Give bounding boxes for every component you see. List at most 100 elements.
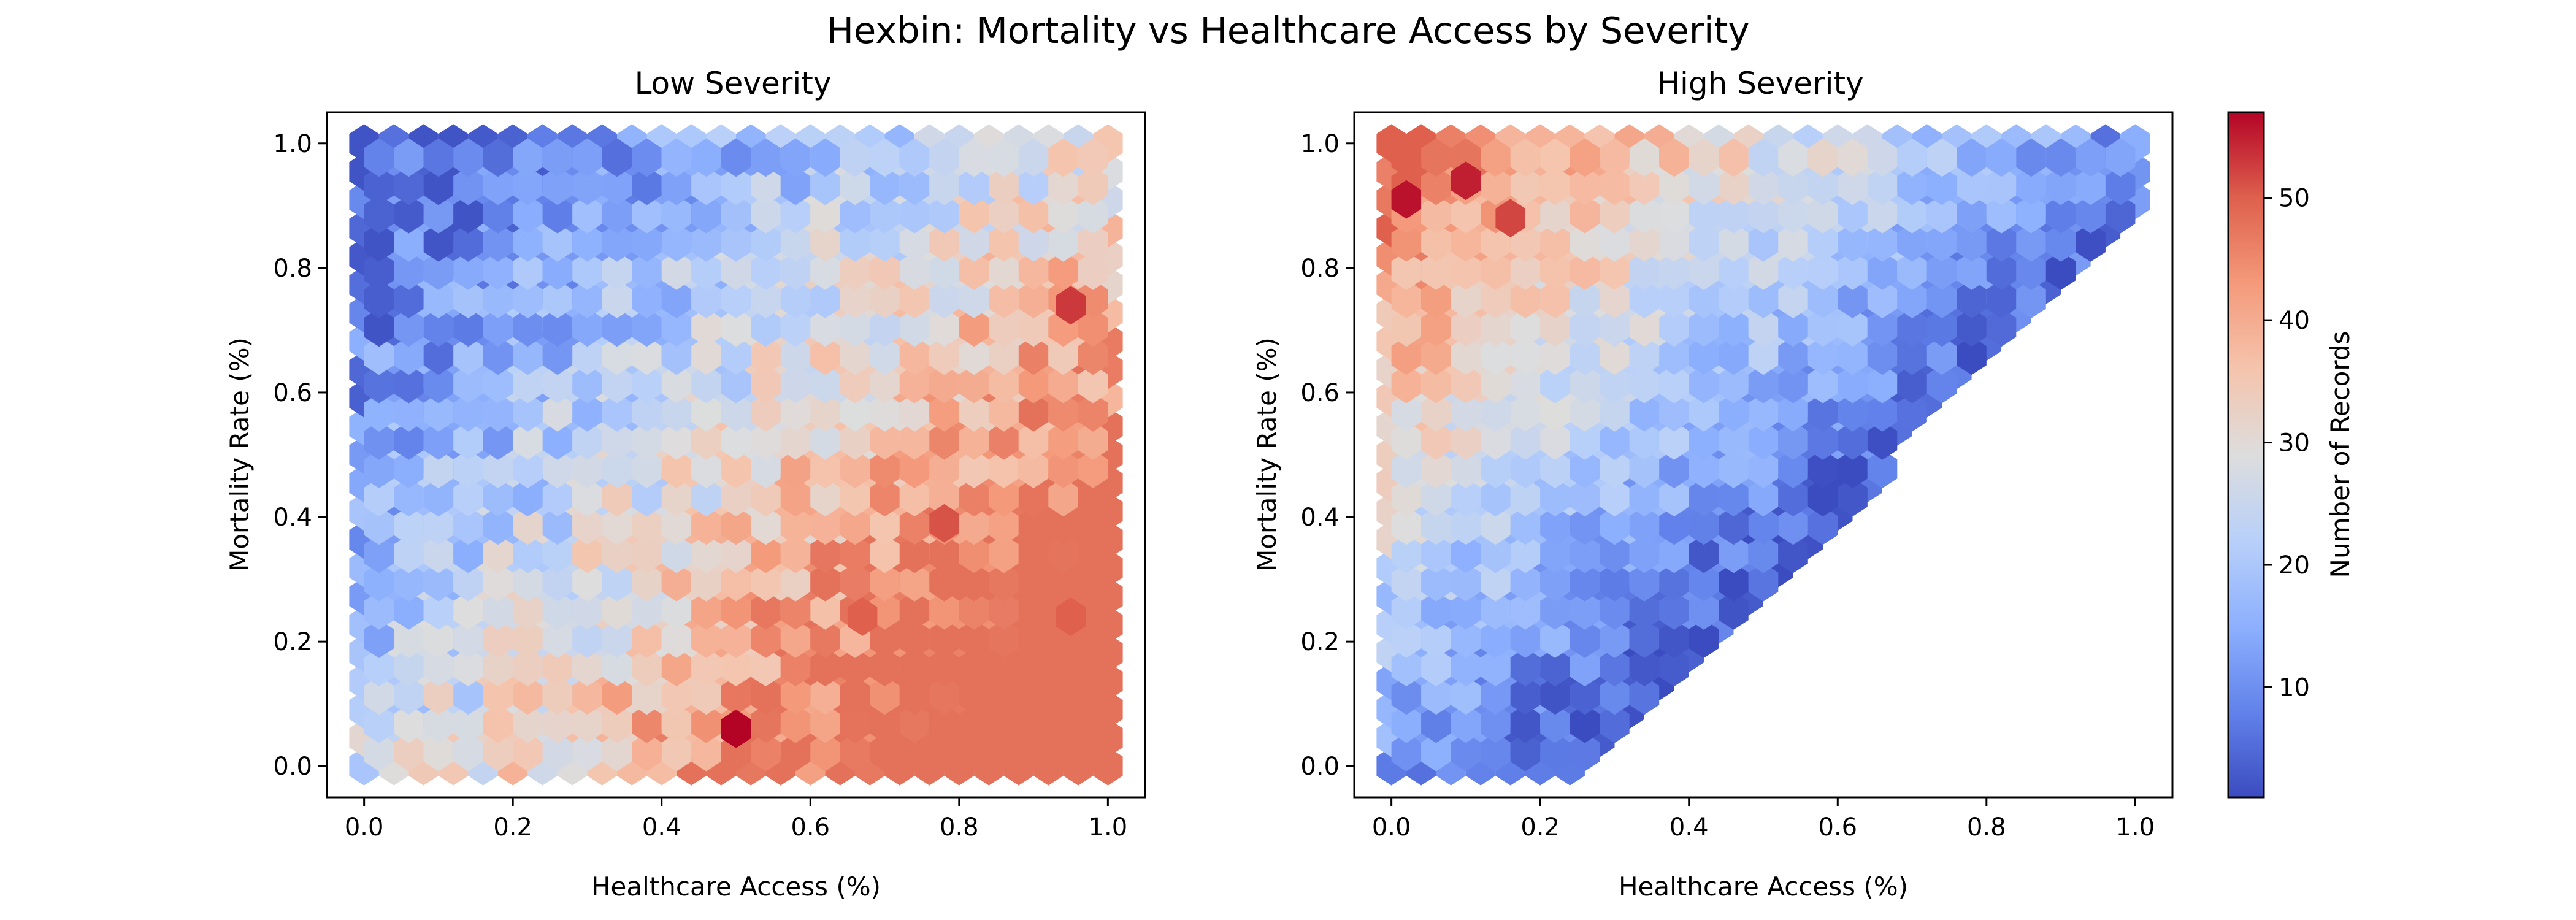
hex-bin	[1719, 393, 1749, 432]
hex-bin	[1018, 308, 1049, 347]
hex-bin	[1421, 506, 1451, 545]
hex-bin	[810, 251, 840, 290]
hex-bin	[810, 704, 840, 743]
hex-bin	[870, 194, 900, 234]
hex-bin	[1778, 478, 1808, 517]
hex-bin	[542, 393, 573, 432]
hex-bin	[870, 308, 900, 347]
hex-bin	[840, 336, 870, 375]
hex-bin	[691, 732, 721, 772]
hex-bin	[840, 534, 870, 573]
hex-bin	[364, 393, 394, 432]
hex-bin	[780, 562, 811, 602]
hex-bin	[542, 619, 573, 658]
hex-bin	[572, 421, 602, 460]
hex-bin	[1629, 562, 1660, 602]
hex-bin	[840, 421, 870, 460]
hex-bin	[989, 704, 1019, 743]
hex-bin	[1629, 421, 1660, 460]
hex-bin	[780, 138, 811, 177]
hex-bin	[899, 732, 930, 772]
hex-bin	[751, 393, 781, 432]
hex-bin	[1659, 648, 1689, 687]
hex-bin	[1540, 648, 1570, 687]
hex-bin	[870, 450, 900, 488]
x-axis-label-low-severity: Healthcare Access (%)	[591, 872, 881, 902]
hex-bin	[1078, 704, 1108, 743]
hex-bin	[661, 534, 692, 573]
hex-bin	[1421, 138, 1451, 177]
hex-bin	[1510, 364, 1541, 404]
hex-bin	[542, 251, 573, 290]
hex-bin	[929, 562, 959, 602]
hex-bin	[989, 450, 1019, 488]
hex-bin	[602, 393, 632, 432]
y-tick-label: 0.2	[1300, 628, 1340, 656]
hex-bin	[1778, 308, 1808, 347]
hex-bin	[394, 308, 424, 347]
hex-bin	[810, 478, 840, 517]
hex-bin	[1078, 732, 1108, 772]
hex-bin	[840, 280, 870, 318]
hex-bin	[1451, 336, 1481, 375]
hex-bin	[691, 194, 721, 234]
hex-bin	[1689, 194, 1719, 234]
hex-bin	[1629, 534, 1660, 573]
hex-bin	[1570, 506, 1600, 545]
hex-bin	[1778, 421, 1808, 460]
hex-bin	[513, 336, 543, 375]
hex-bin	[602, 732, 632, 772]
hex-bin	[1629, 676, 1660, 715]
hex-bin	[899, 138, 930, 177]
hex-bin	[691, 619, 721, 658]
hex-bin	[840, 478, 870, 517]
hex-bin	[751, 280, 781, 318]
hex-bin	[602, 676, 632, 715]
hex-bin	[1078, 194, 1108, 234]
hex-bin	[1600, 619, 1630, 658]
hex-bin	[1048, 506, 1078, 545]
hex-bin	[810, 393, 840, 432]
hex-bin	[1078, 280, 1108, 318]
hex-bin	[632, 676, 662, 715]
hex-bin	[1570, 308, 1600, 347]
hex-bin	[989, 308, 1019, 347]
hex-bin	[1570, 648, 1600, 687]
hex-bin	[1867, 336, 1898, 375]
hex-bin	[989, 421, 1019, 460]
hex-bin	[721, 676, 751, 715]
hex-bin	[632, 251, 662, 290]
hex-bin	[1048, 393, 1078, 432]
hex-bin	[1078, 562, 1108, 602]
hex-bin	[632, 534, 662, 573]
colorbar-label: Number of Records	[2325, 331, 2355, 578]
hex-bin	[394, 364, 424, 404]
hex-bin	[1719, 450, 1749, 488]
hex-bin	[810, 421, 840, 460]
hex-bin	[840, 393, 870, 432]
hex-bin	[840, 732, 870, 772]
hex-bin	[394, 534, 424, 573]
hex-bin	[1689, 364, 1719, 404]
hex-bin	[1867, 223, 1898, 262]
hex-bin	[1078, 166, 1108, 205]
hex-bin	[751, 450, 781, 488]
hex-bin	[691, 336, 721, 375]
hex-bin	[810, 223, 840, 262]
hex-bin	[1867, 364, 1898, 404]
hex-bin	[1048, 676, 1078, 715]
x-tick-label: 0.6	[791, 813, 830, 841]
hex-bin	[1421, 251, 1451, 290]
hex-bin	[1629, 450, 1660, 488]
hex-bin	[1391, 534, 1422, 573]
hex-bin	[959, 704, 989, 743]
hex-bin	[959, 591, 989, 630]
hex-bin	[1018, 534, 1049, 573]
hex-bin	[989, 393, 1019, 432]
hex-bin	[691, 166, 721, 205]
hex-bin	[1570, 364, 1600, 404]
hex-bin	[959, 364, 989, 404]
hex-bin	[1867, 393, 1898, 432]
hex-bin	[1451, 421, 1481, 460]
x-tick-label: 0.6	[1818, 813, 1857, 841]
